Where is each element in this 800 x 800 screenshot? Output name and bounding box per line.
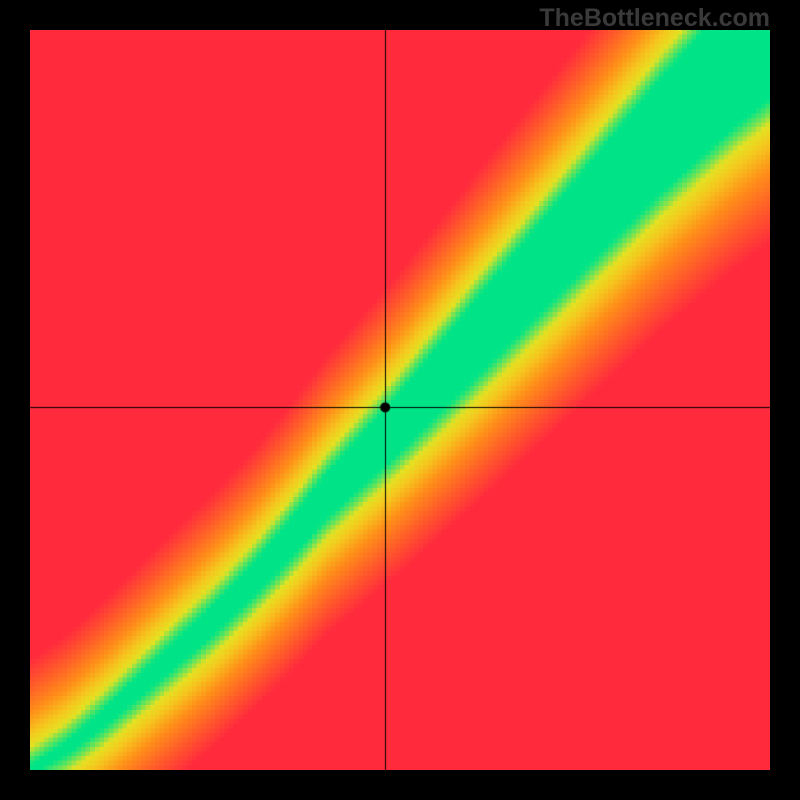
watermark-text: TheBottleneck.com <box>539 4 770 33</box>
chart-container: TheBottleneck.com <box>0 0 800 800</box>
crosshair-overlay <box>0 0 800 800</box>
